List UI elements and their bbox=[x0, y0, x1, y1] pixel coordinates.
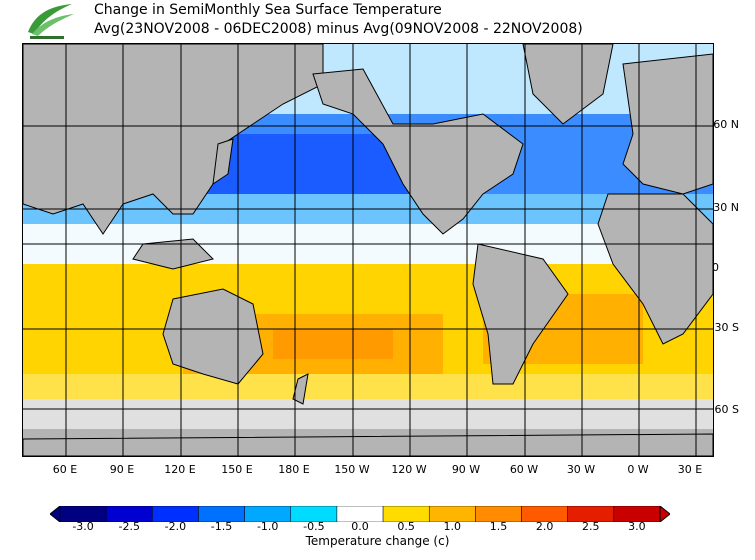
sst-map bbox=[22, 43, 714, 457]
cwb-logo-icon bbox=[22, 2, 78, 42]
map-title: Change in SemiMonthly Sea Surface Temper… bbox=[94, 2, 442, 18]
colorbar-tick-label: 1.0 bbox=[443, 520, 462, 533]
lon-label: 90 E bbox=[109, 463, 135, 476]
colorbar-tick-label: -2.0 bbox=[164, 520, 187, 533]
colorbar-tick-label: 0.5 bbox=[397, 520, 415, 533]
colorbar bbox=[49, 504, 671, 524]
lat-label: 0 bbox=[712, 261, 719, 274]
colorbar-tick-label: -1.0 bbox=[256, 520, 279, 533]
map-subtitle: Avg(23NOV2008 - 06DEC2008) minus Avg(09N… bbox=[94, 21, 583, 37]
lon-label: 150 E bbox=[221, 463, 253, 476]
lon-label: 120 W bbox=[391, 463, 427, 476]
lon-label: 150 W bbox=[334, 463, 370, 476]
lon-label: 30 W bbox=[566, 463, 596, 476]
colorbar-tick-label: 2.5 bbox=[582, 520, 600, 533]
lon-label: 30 E bbox=[677, 463, 703, 476]
colorbar-tick-label: 0.0 bbox=[351, 520, 369, 533]
colorbar-tick-label: -0.5 bbox=[303, 520, 325, 533]
colorbar-label: Temperature change (c) bbox=[305, 534, 450, 548]
colorbar-tick-label: 3.0 bbox=[628, 520, 646, 533]
colorbar-arrow-low bbox=[49, 504, 61, 524]
colorbar-tick-label: 2.0 bbox=[535, 520, 554, 533]
lat-label: 60 S bbox=[714, 403, 739, 416]
lon-label: 60 E bbox=[52, 463, 78, 476]
lat-label: 60 N bbox=[713, 118, 739, 131]
lat-label: 30 S bbox=[714, 321, 739, 334]
colorbar-tick-label: -3.0 bbox=[72, 520, 94, 533]
colorbar-tick-label: -1.5 bbox=[210, 520, 233, 533]
lon-label: 180 E bbox=[278, 463, 310, 476]
lat-label: 30 N bbox=[713, 201, 739, 214]
colorbar-tick-label: -2.5 bbox=[118, 520, 140, 533]
lon-label: 90 W bbox=[451, 463, 481, 476]
lon-label: 60 W bbox=[509, 463, 539, 476]
lon-label: 120 E bbox=[164, 463, 196, 476]
colorbar-tick-label: 1.5 bbox=[489, 520, 508, 533]
lon-label: 0 W bbox=[627, 463, 649, 476]
colorbar-arrow-high bbox=[659, 504, 671, 524]
